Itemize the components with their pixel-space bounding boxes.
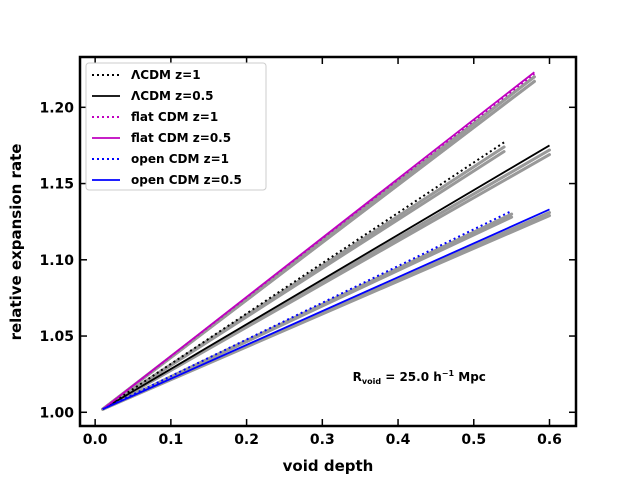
x-tick-label: 0.1 xyxy=(158,432,183,448)
legend-label-3: flat CDM z=0.5 xyxy=(131,131,231,145)
x-tick-label: 0.2 xyxy=(234,432,259,448)
annotation-prefix: R xyxy=(353,370,362,384)
x-tick-label: 0.4 xyxy=(386,432,411,448)
series-lines xyxy=(102,71,550,411)
y-tick-label: 1.05 xyxy=(39,329,74,345)
series-line-0 xyxy=(102,141,505,411)
x-tick-label: 0.5 xyxy=(461,432,486,448)
legend-box xyxy=(85,62,267,191)
legend-label-2: flat CDM z=1 xyxy=(131,110,218,124)
annotation-subscript: void xyxy=(362,377,381,386)
series-line-1 xyxy=(102,144,550,411)
legend: ΛCDM z=1 ΛCDM z=0.5 flat CDM z=1 flat CDM z… xyxy=(85,62,267,191)
annotation-superscript: −1 xyxy=(442,369,455,378)
series-line-4 xyxy=(102,210,513,411)
x-tick-label: 0.3 xyxy=(310,432,335,448)
x-tick-label: 0.0 xyxy=(83,432,108,448)
legend-label-1: ΛCDM z=0.5 xyxy=(131,89,213,103)
legend-label-4: open CDM z=1 xyxy=(131,152,229,166)
y-tick-label: 1.00 xyxy=(39,405,74,421)
reference-curve-lower-1 xyxy=(101,153,551,411)
legend-label-0: ΛCDM z=1 xyxy=(131,68,201,82)
x-tick-label: 0.6 xyxy=(537,432,562,448)
annotation-middle: = 25.0 h xyxy=(381,370,442,384)
reference-curve-lower-3 xyxy=(101,79,536,411)
x-axis-label: void depth xyxy=(283,457,374,475)
reference-curve-lower-5 xyxy=(101,214,551,411)
y-tick-label: 1.20 xyxy=(39,100,74,116)
plot-frame xyxy=(78,55,578,428)
reference-curve-lower-0 xyxy=(101,150,506,411)
annotation-suffix: Mpc xyxy=(454,370,486,384)
y-tick-label: 1.15 xyxy=(39,177,74,193)
y-tick-label: 1.10 xyxy=(39,253,74,269)
axis-ticks: 0.0 0.1 0.2 0.3 0.4 0.5 0.6 1.00 1.05 1.10 1.15 1.2… xyxy=(39,57,576,448)
y-axis-label: relative expansion rate xyxy=(7,144,25,341)
legend-label-5: open CDM z=0.5 xyxy=(131,173,242,187)
series-line-3 xyxy=(102,71,535,410)
r-void-annotation: Rvoid = 25.0 h−1 Mpc xyxy=(353,369,486,386)
series-line-5 xyxy=(102,208,550,411)
